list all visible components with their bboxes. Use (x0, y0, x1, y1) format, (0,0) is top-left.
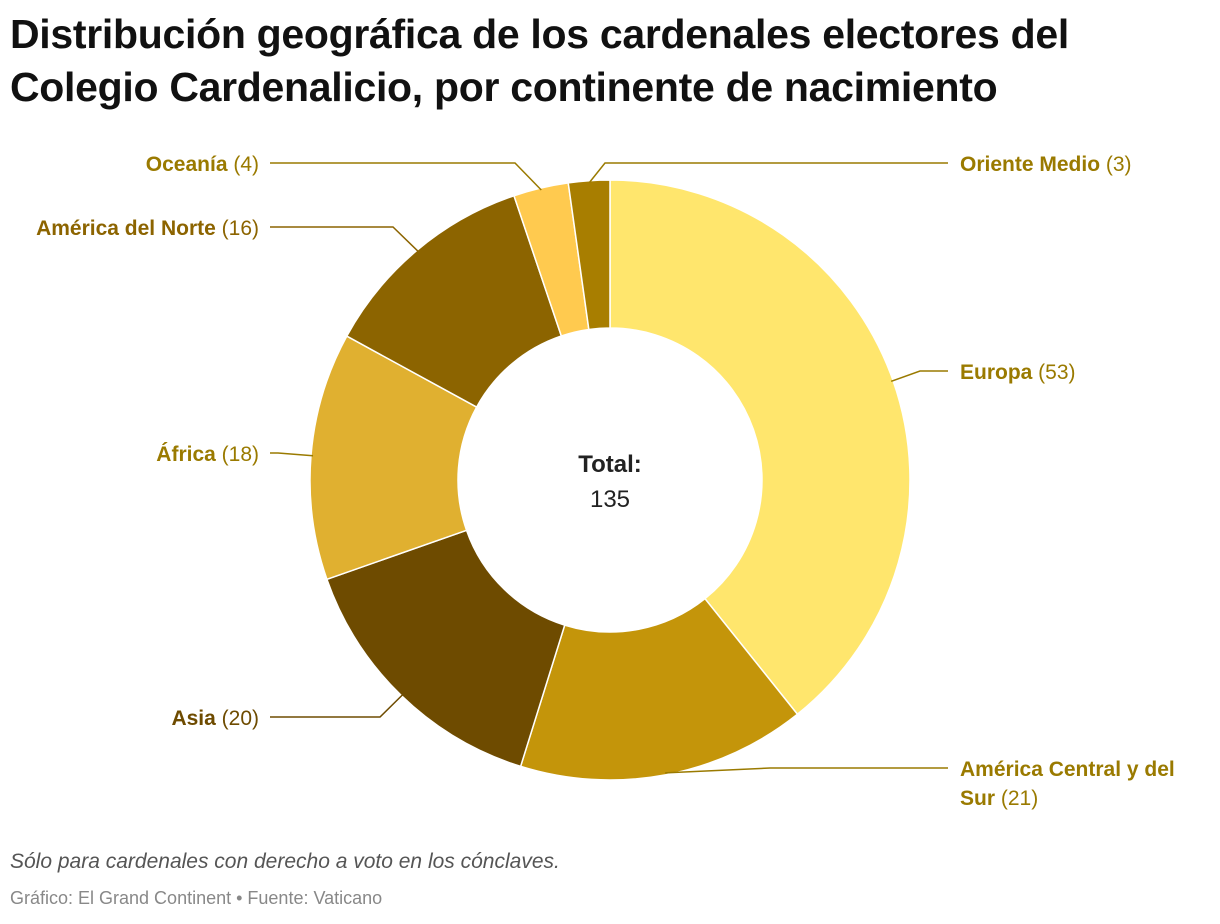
label-oceania: Oceanía (4) (146, 153, 259, 176)
label-oriente-medio: Oriente Medio (3) (960, 153, 1132, 176)
label-africa: África (18) (156, 443, 259, 466)
slice-africa (309, 335, 478, 581)
slice-oriente-medio (567, 179, 611, 331)
slice-america-central-sur (519, 597, 799, 781)
donut-chart: Europa (53) América Central y del Sur (21)… (36, 153, 1175, 810)
label-europa: Europa (53) (960, 361, 1076, 384)
labels-group: Europa (53) América Central y del Sur (21)… (36, 153, 1175, 810)
leader-line-asia (270, 693, 404, 718)
center-total-label: Total: (578, 451, 642, 478)
slices-group (309, 179, 911, 781)
leader-line-america-norte (270, 226, 419, 253)
center-total-value: 135 (590, 486, 630, 513)
slice-europa (609, 179, 911, 716)
leader-line-oceania (270, 162, 542, 191)
leader-line-oriente-medio (588, 162, 948, 184)
label-america-norte: América del Norte (16) (36, 217, 259, 240)
leader-line-america-central-sur (665, 767, 948, 774)
label-asia: Asia (20) (171, 707, 259, 730)
leader-line-europa (890, 370, 948, 383)
leader-line-africa (270, 452, 314, 457)
label-america-central-sur: América Central y del Sur (21) (960, 758, 1175, 810)
source-credit: Gráfico: El Grand Continent • Fuente: Va… (10, 888, 383, 908)
slice-asia (325, 529, 566, 768)
chart-title: Distribución geográfica de los cardenale… (10, 11, 1069, 110)
leader-lines-group (270, 162, 948, 774)
footnote: Sólo para cardenales con derecho a voto … (10, 850, 560, 873)
